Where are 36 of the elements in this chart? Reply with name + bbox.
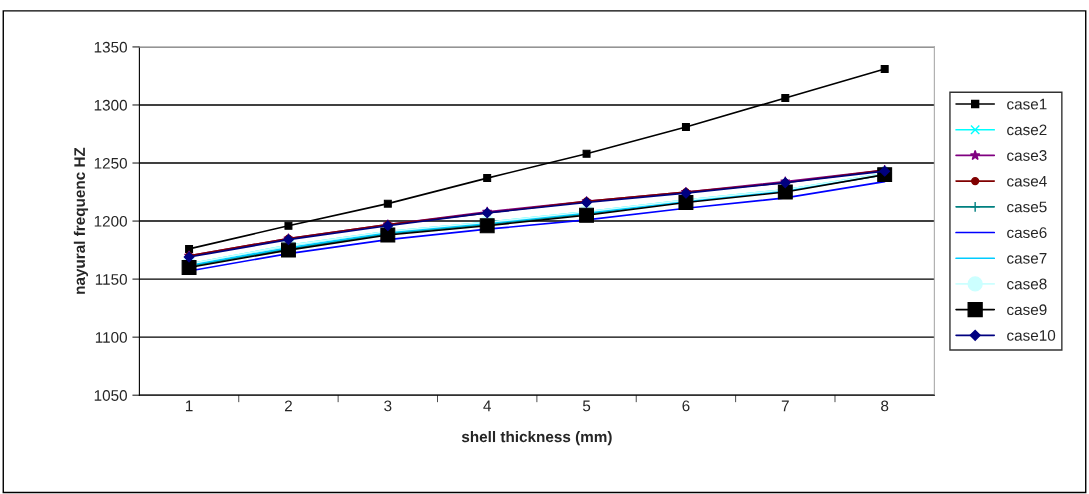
y-tick-label: 1350 bbox=[94, 41, 127, 53]
x-tick-label: 7 bbox=[781, 400, 789, 412]
x-tick-label: 4 bbox=[483, 400, 491, 412]
y-tick-label: 1050 bbox=[94, 390, 127, 401]
legend-label: case4 bbox=[1007, 175, 1047, 187]
legend-label: case10 bbox=[1007, 330, 1056, 341]
legend-label: case8 bbox=[1007, 278, 1047, 290]
point bbox=[681, 123, 690, 132]
point bbox=[383, 199, 392, 208]
y-axis-title: nayural frequenc HZ bbox=[73, 147, 89, 294]
x-tick-label: 3 bbox=[384, 400, 392, 412]
legend-label: case3 bbox=[1007, 150, 1047, 161]
y-tick-label: 1300 bbox=[94, 99, 127, 111]
legend-label: case7 bbox=[1007, 253, 1047, 264]
y-tick-label: 1250 bbox=[94, 157, 127, 169]
legend-label: case2 bbox=[1007, 124, 1047, 136]
legend-label: case5 bbox=[1007, 201, 1047, 213]
point bbox=[582, 149, 591, 158]
point bbox=[479, 218, 495, 234]
point bbox=[284, 221, 293, 230]
x-tick-label: 1 bbox=[185, 400, 193, 412]
y-tick-label: 1150 bbox=[95, 273, 127, 285]
x-tick-label: 6 bbox=[682, 400, 690, 412]
y-tick-label: 1200 bbox=[94, 215, 127, 227]
point bbox=[781, 94, 790, 102]
point bbox=[185, 244, 194, 253]
x-tick-label: 2 bbox=[284, 400, 292, 412]
legend-label: case6 bbox=[1007, 227, 1047, 239]
point bbox=[483, 174, 492, 183]
y-tick-label: 1100 bbox=[95, 332, 127, 343]
x-axis-title: shell thickness (mm) bbox=[461, 430, 612, 446]
legend-label: case1 bbox=[1007, 98, 1047, 110]
x-tick-label: 5 bbox=[582, 400, 591, 412]
x-tick-label: 8 bbox=[881, 400, 889, 412]
point bbox=[880, 64, 889, 73]
legend-label: case9 bbox=[1007, 304, 1047, 316]
